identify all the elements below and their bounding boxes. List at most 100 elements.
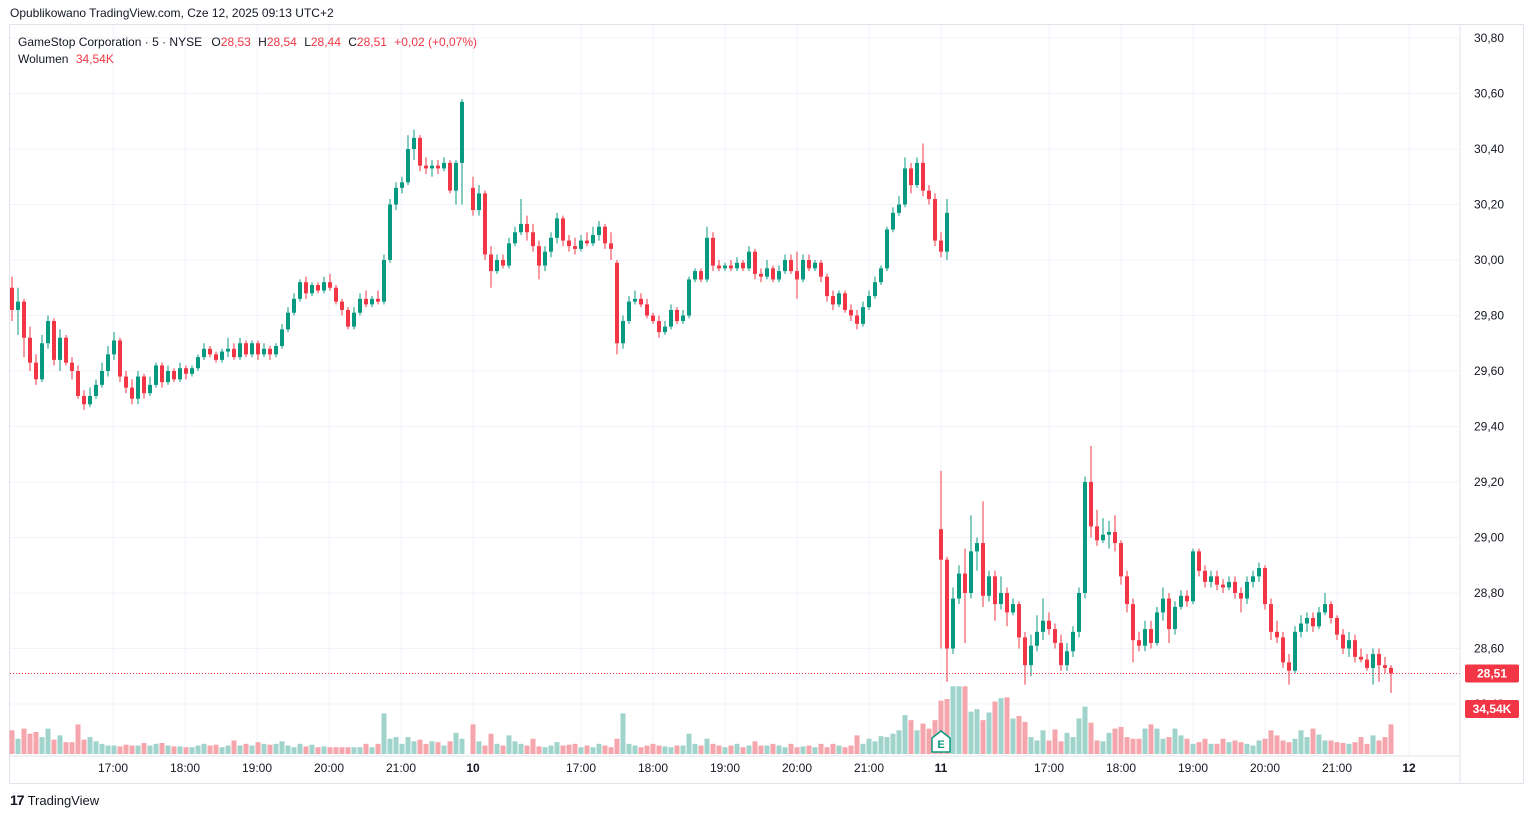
candle-body xyxy=(939,240,943,252)
volume-bar xyxy=(141,743,147,754)
earnings-marker[interactable]: E xyxy=(931,730,951,753)
candle xyxy=(238,337,242,360)
tradingview-logo-icon: 17 xyxy=(10,792,25,808)
candle xyxy=(1317,606,1321,630)
candles xyxy=(10,99,1393,693)
volume-bar xyxy=(608,747,614,754)
candle xyxy=(178,362,182,383)
candle xyxy=(969,515,973,599)
volume-bar xyxy=(291,747,297,754)
candle-body xyxy=(118,340,122,377)
volume-bar xyxy=(620,713,626,754)
candle xyxy=(1305,612,1309,632)
candle-body xyxy=(981,543,985,596)
candle xyxy=(681,309,685,324)
candle xyxy=(1329,601,1333,624)
volume-bar xyxy=(1148,724,1154,754)
volume-bar xyxy=(1352,742,1358,754)
candle xyxy=(1365,654,1369,671)
candle-body xyxy=(957,573,961,599)
candle xyxy=(885,226,889,272)
candle-body xyxy=(483,193,487,255)
volume-bar xyxy=(1322,740,1328,754)
candle-body xyxy=(1155,612,1159,643)
volume-bar xyxy=(369,747,375,754)
volume-bar xyxy=(704,738,710,754)
candle-body xyxy=(1053,629,1057,643)
volume-bar xyxy=(602,745,608,754)
volume-bar xyxy=(1076,718,1082,754)
candle xyxy=(190,365,194,377)
volume-bar xyxy=(231,740,237,754)
candle xyxy=(1203,565,1207,588)
volume-bar xyxy=(626,743,632,754)
candle-body xyxy=(280,329,284,347)
volume-bar xyxy=(746,745,752,754)
candle xyxy=(106,346,110,377)
candle-body xyxy=(867,296,871,308)
candle-body xyxy=(1377,654,1381,666)
candle xyxy=(1095,509,1099,546)
volume-bar xyxy=(1334,742,1340,754)
volume-bar xyxy=(15,738,21,754)
candle-body xyxy=(747,251,751,269)
candle xyxy=(1005,587,1009,627)
candle xyxy=(1071,626,1075,657)
candle xyxy=(358,293,362,316)
candle xyxy=(394,182,398,211)
volume-bar xyxy=(1256,740,1262,754)
candle-body xyxy=(460,101,464,163)
volume-bar xyxy=(1094,740,1100,754)
volume-bar xyxy=(920,723,926,754)
candle xyxy=(52,318,56,366)
volume-bar xyxy=(273,743,279,754)
candle-body xyxy=(52,321,56,360)
candle xyxy=(1023,631,1027,685)
candle-body xyxy=(412,137,416,149)
candle-body xyxy=(861,307,865,324)
candle xyxy=(1131,598,1135,663)
legend-symbol: GameStop Corporation · 5 · NYSE xyxy=(18,35,203,49)
candle xyxy=(777,265,781,283)
candle-body xyxy=(567,240,571,247)
tradingview-brand[interactable]: 17 TradingView xyxy=(10,792,99,808)
volume-badge xyxy=(1465,700,1519,718)
volume-bar xyxy=(117,746,123,754)
candle xyxy=(274,343,278,358)
candle xyxy=(1155,606,1159,646)
candle xyxy=(166,365,170,385)
candle-body xyxy=(1191,551,1195,602)
volume-bar xyxy=(447,741,453,754)
candle-body xyxy=(70,362,74,371)
volume-bar xyxy=(800,746,806,754)
candle-body xyxy=(1023,637,1027,666)
volume-bar xyxy=(1238,742,1244,754)
candle-body xyxy=(507,243,511,266)
candle xyxy=(729,260,733,272)
volume-bar xyxy=(207,745,213,754)
candle xyxy=(292,293,296,316)
candle xyxy=(328,273,332,291)
volume-bar xyxy=(710,743,716,754)
candle xyxy=(136,371,140,405)
candle xyxy=(454,160,458,205)
candle xyxy=(621,315,625,349)
candle-body xyxy=(825,276,829,297)
candle xyxy=(501,254,505,269)
volume-bar xyxy=(794,747,800,754)
candle-body xyxy=(717,265,721,269)
candle xyxy=(286,307,290,333)
candle xyxy=(28,326,32,371)
candle xyxy=(1035,615,1039,652)
chart-frame[interactable] xyxy=(9,24,1524,784)
candle xyxy=(58,329,62,371)
price-tick-label: 30,40 xyxy=(1474,142,1504,156)
candle-body xyxy=(723,265,727,269)
candle xyxy=(867,290,871,310)
time-tick-label: 18:00 xyxy=(638,761,668,775)
candle-body xyxy=(945,212,949,252)
candle-body xyxy=(160,365,164,383)
volume-bar xyxy=(237,745,243,754)
candle-body xyxy=(525,223,529,233)
